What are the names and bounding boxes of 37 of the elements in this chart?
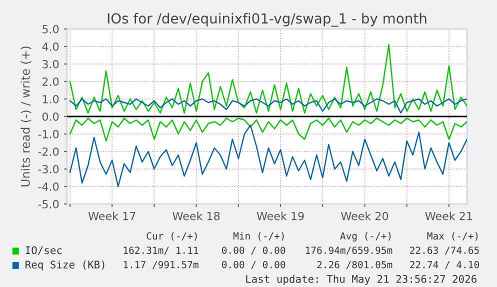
y-tick-label: -3.0	[38, 164, 59, 174]
text: 162.31m/ 1.11	[124, 246, 198, 255]
text: 2.26 /801.05m	[317, 260, 392, 270]
y-tick-label: 4.0	[42, 42, 59, 51]
text: 176.94m/659.95m	[306, 246, 392, 255]
x-tick-label: Week 17	[88, 212, 136, 220]
text: 1.17 /991.57m	[124, 260, 198, 270]
text: Cur (-/+)	[146, 232, 197, 241]
y-tick-label: -4.0	[38, 182, 59, 191]
y-axis-title: Units read (-) / write (+)	[20, 46, 32, 186]
text: Max (-/+)	[427, 232, 478, 241]
line-series	[69, 44, 467, 114]
x-tick-label: Week 18	[172, 212, 220, 220]
y-tick-label: 3.0	[42, 60, 59, 68]
line-series	[69, 118, 467, 142]
text: 0.00 / 0.00	[222, 260, 286, 270]
line-series	[69, 124, 467, 188]
y-tick-label: -5.0	[38, 200, 59, 208]
y-tick-label: 5.0	[42, 24, 59, 34]
x-tick-label: Week 19	[256, 212, 304, 220]
text: Min (-/+)	[234, 232, 284, 241]
text: 0.00 / 0.00	[222, 246, 286, 255]
y-tick-label: -1.0	[38, 130, 59, 138]
text: Last update: Thu May 21 23:56:27 2026	[246, 274, 476, 285]
x-tick-label: Week 21	[425, 212, 472, 220]
text: 22.63 /74.65	[410, 246, 479, 255]
y-tick-label: -2.0	[38, 147, 59, 156]
text: Avg (-/+)	[340, 232, 391, 242]
text: 22.74 / 4.10	[410, 260, 479, 270]
y-tick-label: 1.0	[42, 94, 59, 104]
line-series	[69, 98, 467, 114]
x-tick-label: Week 20	[341, 212, 388, 220]
y-tick-label: 0.0	[42, 112, 59, 121]
legend-label: IO/sec	[26, 246, 62, 255]
legend-label: Req Size (KB)	[26, 260, 104, 271]
chart-title: IOs for /dev/equinixfi01-vg/swap_1 - by month	[108, 12, 426, 27]
y-tick-label: 2.0	[42, 77, 59, 86]
